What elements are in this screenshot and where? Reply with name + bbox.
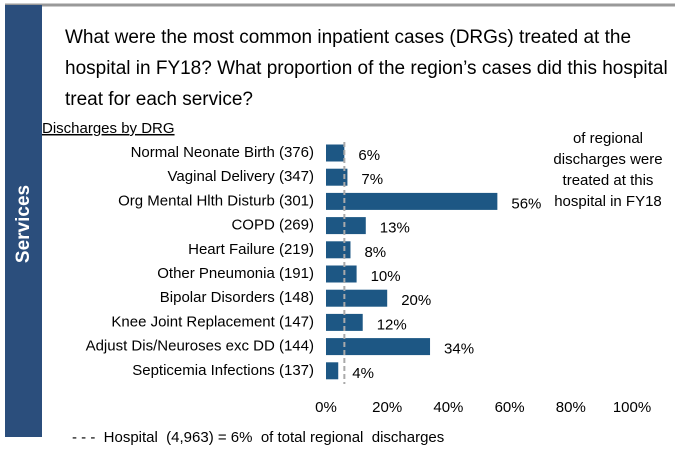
title-line: treat for each service?: [65, 89, 253, 110]
title-line: hospital in FY18? What proportion of the…: [65, 58, 668, 79]
category-label: Other Pneumonia (191): [157, 265, 314, 282]
value-label: 13%: [380, 220, 410, 237]
annotation-line: hospital in FY18: [554, 193, 662, 210]
value-label: 34%: [444, 341, 474, 358]
category-label: Septicemia Infections (137): [132, 362, 314, 379]
title-line: What were the most common inpatient case…: [65, 27, 631, 48]
sidebar-label: Services: [13, 185, 34, 263]
annotation-line: of regional: [573, 130, 643, 147]
bar: [326, 144, 345, 162]
category-label: Knee Joint Replacement (147): [111, 313, 314, 330]
x-tick-label: 60%: [495, 399, 525, 416]
value-label: 56%: [511, 195, 541, 212]
bar: [326, 241, 351, 259]
category-label: Vaginal Delivery (347): [168, 168, 314, 185]
bar: [326, 168, 348, 186]
value-label: 6%: [358, 147, 380, 164]
bar: [326, 217, 366, 235]
value-label: 20%: [401, 292, 431, 309]
category-label: COPD (269): [231, 217, 314, 234]
x-tick-label: 0%: [315, 399, 337, 416]
bar: [326, 289, 388, 307]
reference-note: - - - Hospital (4,963) = 6% of total reg…: [72, 429, 444, 446]
annotation-line: discharges were: [553, 151, 662, 168]
category-label: Heart Failure (219): [188, 241, 314, 258]
value-label: 7%: [361, 171, 383, 188]
sidebar: [5, 5, 42, 437]
x-tick-label: 40%: [433, 399, 463, 416]
subtitle: Discharges by DRG: [42, 120, 175, 137]
category-label: Normal Neonate Birth (376): [131, 144, 314, 161]
annotation-line: treated at this: [563, 172, 654, 189]
bar: [326, 338, 431, 356]
bar: [326, 192, 498, 210]
x-tick-label: 20%: [372, 399, 402, 416]
value-label: 8%: [364, 244, 386, 261]
value-label: 4%: [352, 365, 374, 382]
x-tick-label: 100%: [613, 399, 651, 416]
bar: [326, 362, 339, 380]
category-label: Org Mental Hlth Disturb (301): [118, 192, 314, 209]
bar: [326, 265, 357, 283]
x-tick-label: 80%: [556, 399, 586, 416]
value-label: 10%: [371, 268, 401, 285]
value-label: 12%: [377, 316, 407, 333]
category-label: Bipolar Disorders (148): [160, 289, 314, 306]
category-label: Adjust Dis/Neuroses exc DD (144): [86, 338, 314, 355]
